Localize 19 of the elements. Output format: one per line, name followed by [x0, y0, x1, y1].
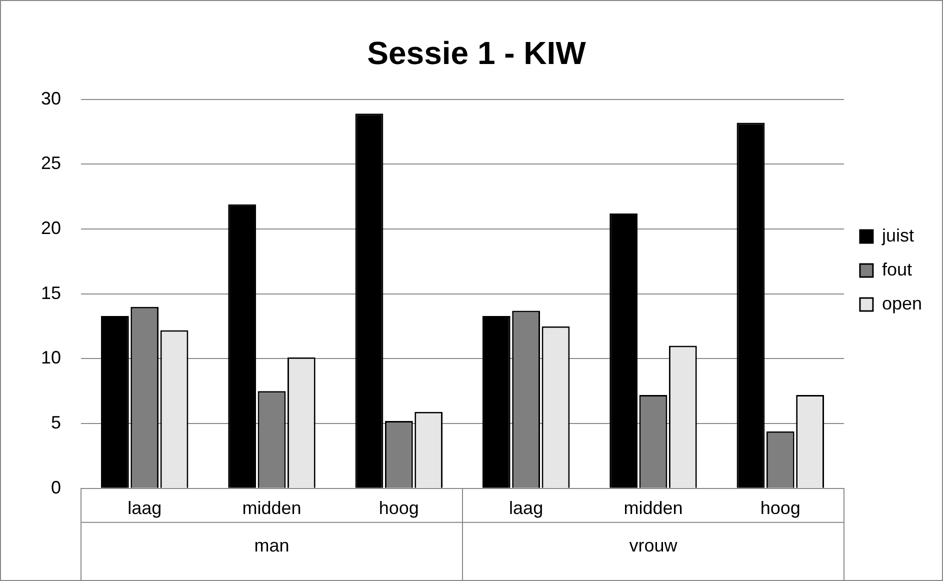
- y-tick-label: 5: [51, 412, 62, 433]
- x-tick-label: hoog: [378, 498, 419, 518]
- x-tick-label: midden: [242, 498, 302, 518]
- text: vrouw: [629, 535, 678, 556]
- legend-label: open: [882, 293, 922, 314]
- legend-label: fout: [882, 259, 912, 280]
- x-tick-label: laag: [509, 498, 544, 518]
- chart-title: Sessie 1 - KIW: [367, 35, 587, 72]
- legend-label: juist: [880, 225, 914, 246]
- y-tick-label: 0: [51, 477, 62, 498]
- y-tick-label: 10: [40, 348, 62, 368]
- x-tick-label: laag: [128, 498, 162, 518]
- y-tick-label: 25: [40, 153, 62, 174]
- y-tick-label: 15: [40, 282, 62, 303]
- y-tick-label: 20: [40, 218, 62, 238]
- x-tick-label: midden: [624, 498, 683, 518]
- x-tick-label: hoog: [760, 498, 800, 518]
- y-tick-label: 30: [40, 88, 62, 108]
- text: man: [254, 535, 290, 556]
